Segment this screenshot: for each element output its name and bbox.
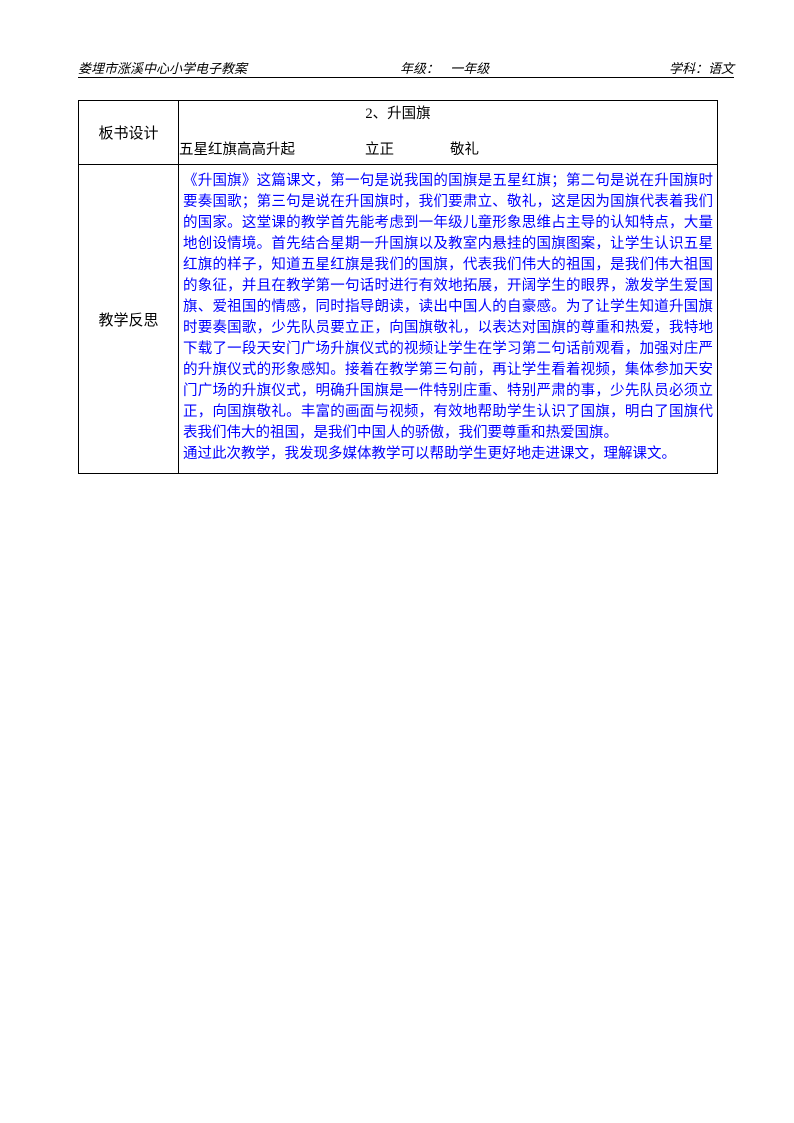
reflection-text-block: 《升国旗》这篇课文，第一句是说我国的国旗是五星红旗；第二句是说在升国旗时要奏国歌… (183, 171, 713, 465)
reflection-paragraph-2: 通过此次教学，我发现多媒体教学可以帮助学生更好地走进课文，理解课文。 (183, 444, 713, 465)
board-text-1: 五星红旗高高升起 (179, 142, 295, 158)
board-text-3: 敬礼 (450, 142, 479, 158)
grade-section: 年级： 一年级 (400, 58, 489, 77)
reflection-paragraph-1: 《升国旗》这篇课文，第一句是说我国的国旗是五星红旗；第二句是说在升国旗时要奏国歌… (183, 171, 713, 444)
school-name: 娄埋市涨溪中心小学电子教案 (78, 58, 247, 77)
subject-value: 语文 (708, 61, 734, 76)
board-text-2: 立正 (365, 142, 394, 158)
board-design-content: 2、升国旗 五星红旗高高升起 立正 敬礼 (179, 101, 718, 165)
grade-value: 一年级 (450, 61, 489, 76)
board-title-text: 2、升国旗 (179, 104, 717, 125)
reflection-row: 教学反思 《升国旗》这篇课文，第一句是说我国的国旗是五星红旗；第二句是说在升国旗… (79, 165, 718, 474)
reflection-content: 《升国旗》这篇课文，第一句是说我国的国旗是五星红旗；第二句是说在升国旗时要奏国歌… (179, 165, 718, 474)
board-line-content: 五星红旗高高升起 立正 敬礼 (179, 140, 717, 161)
subject-label: 学科： (669, 61, 708, 76)
lesson-table: 板书设计 2、升国旗 五星红旗高高升起 立正 敬礼 教学反思 《升国旗》这篇课文，第… (78, 100, 718, 474)
board-design-row: 板书设计 2、升国旗 五星红旗高高升起 立正 敬礼 (79, 101, 718, 165)
board-design-label: 板书设计 (79, 101, 179, 165)
subject-section: 学科：语文 (669, 58, 734, 77)
grade-label: 年级： (400, 61, 439, 76)
page-header: 娄埋市涨溪中心小学电子教案 年级： 一年级 学科：语文 (78, 58, 734, 78)
reflection-label: 教学反思 (79, 165, 179, 474)
